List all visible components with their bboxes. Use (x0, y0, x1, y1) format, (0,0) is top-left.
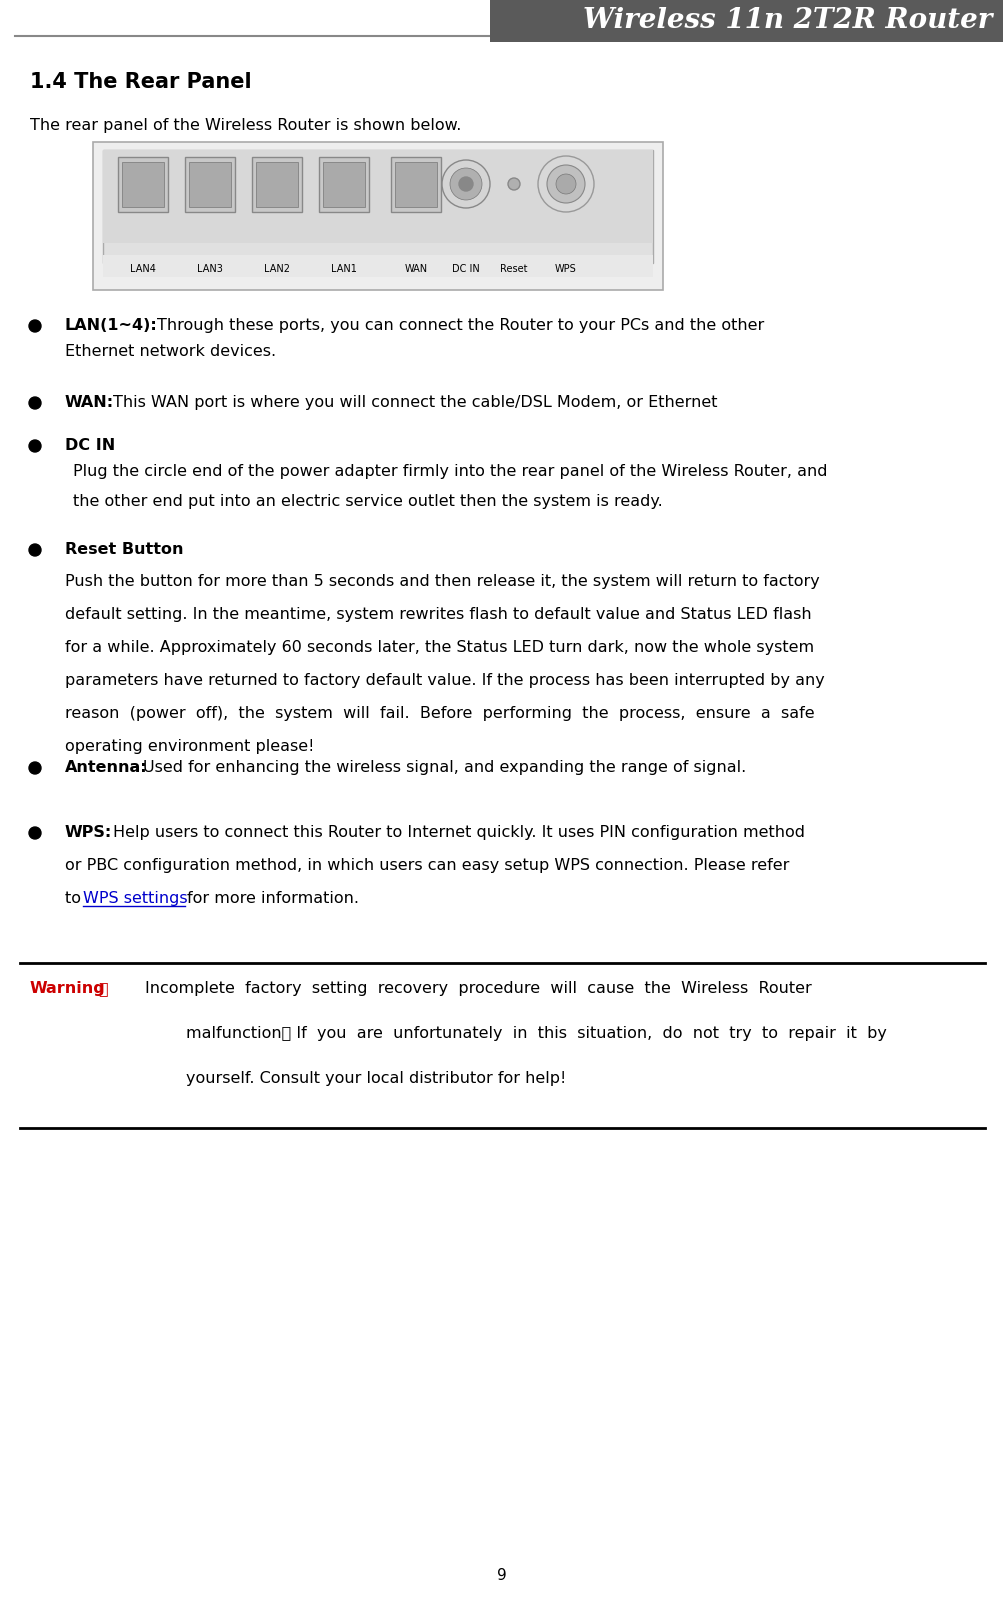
Text: operating environment please!: operating environment please! (65, 740, 314, 754)
Circle shape (29, 762, 41, 773)
Text: WAN: WAN (404, 264, 427, 274)
Circle shape (29, 440, 41, 451)
Text: ：: ： (98, 981, 107, 996)
Text: WPS: WPS (555, 264, 577, 274)
Circle shape (538, 155, 594, 211)
Circle shape (29, 544, 41, 556)
Text: Antenna:: Antenna: (65, 760, 147, 775)
Circle shape (547, 165, 585, 203)
Circle shape (29, 320, 41, 331)
Text: to: to (65, 892, 86, 906)
Circle shape (449, 168, 481, 200)
Text: 9: 9 (496, 1567, 507, 1583)
Text: default setting. In the meantime, system rewrites flash to default value and Sta: default setting. In the meantime, system… (65, 607, 810, 623)
Text: LAN3: LAN3 (197, 264, 223, 274)
Text: Through these ports, you can connect the Router to your PCs and the other: Through these ports, you can connect the… (156, 319, 763, 333)
Bar (118, 157, 168, 211)
Text: LAN4: LAN4 (130, 264, 155, 274)
Text: the other end put into an electric service outlet then the system is ready.: the other end put into an electric servi… (73, 495, 662, 509)
Text: Plug the circle end of the power adapter firmly into the rear panel of the Wirel: Plug the circle end of the power adapter… (73, 464, 826, 479)
Bar (323, 162, 365, 207)
Text: Reset Button: Reset Button (65, 543, 184, 557)
Text: for more information.: for more information. (187, 892, 359, 906)
Bar (489, 0, 1003, 42)
Circle shape (458, 178, 472, 191)
Text: WAN:: WAN: (65, 395, 114, 410)
Text: The rear panel of the Wireless Router is shown below.: The rear panel of the Wireless Router is… (30, 118, 461, 133)
Text: DC IN: DC IN (451, 264, 479, 274)
Bar (189, 162, 231, 207)
Text: LAN(1~4):: LAN(1~4): (65, 319, 157, 333)
Bar (122, 162, 163, 207)
Text: for a while. Approximately 60 seconds later, the Status LED turn dark, now the w: for a while. Approximately 60 seconds la… (65, 640, 813, 655)
Bar (103, 150, 652, 263)
Text: Wireless 11n 2T2R Router: Wireless 11n 2T2R Router (582, 6, 991, 34)
Text: WPS:: WPS: (65, 825, 112, 841)
Text: 1.4 The Rear Panel: 1.4 The Rear Panel (30, 72, 252, 91)
Text: Used for enhancing the wireless signal, and expanding the range of signal.: Used for enhancing the wireless signal, … (142, 760, 745, 775)
Text: LAN2: LAN2 (264, 264, 290, 274)
Bar (103, 150, 652, 243)
Bar (103, 255, 652, 277)
Text: malfunction！ If  you  are  unfortunately  in  this  situation,  do  not  try  to: malfunction！ If you are unfortunately in… (144, 1026, 886, 1041)
Text: LAN1: LAN1 (331, 264, 357, 274)
Text: Reset: Reset (499, 264, 528, 274)
Circle shape (441, 160, 489, 208)
Bar (394, 162, 436, 207)
Bar (252, 157, 302, 211)
Circle shape (29, 397, 41, 408)
Text: WPS settings: WPS settings (83, 892, 188, 906)
Bar (319, 157, 369, 211)
Bar (93, 142, 662, 290)
Bar (390, 157, 440, 211)
Text: DC IN: DC IN (65, 439, 115, 453)
Text: This WAN port is where you will connect the cable/DSL Modem, or Ethernet: This WAN port is where you will connect … (113, 395, 717, 410)
Text: yourself. Consult your local distributor for help!: yourself. Consult your local distributor… (144, 1071, 566, 1085)
Text: Push the button for more than 5 seconds and then release it, the system will ret: Push the button for more than 5 seconds … (65, 575, 818, 589)
Text: Incomplete  factory  setting  recovery  procedure  will  cause  the  Wireless  R: Incomplete factory setting recovery proc… (144, 981, 811, 996)
Text: Warning: Warning (30, 981, 105, 996)
Circle shape (508, 178, 520, 191)
Bar (256, 162, 298, 207)
Circle shape (29, 828, 41, 839)
Bar (185, 157, 235, 211)
Text: reason  (power  off),  the  system  will  fail.  Before  performing  the  proces: reason (power off), the system will fail… (65, 706, 813, 720)
Text: or PBC configuration method, in which users can easy setup WPS connection. Pleas: or PBC configuration method, in which us… (65, 858, 788, 873)
Circle shape (556, 175, 576, 194)
Text: parameters have returned to factory default value. If the process has been inter: parameters have returned to factory defa… (65, 672, 823, 688)
Text: Ethernet network devices.: Ethernet network devices. (65, 344, 276, 359)
Text: Help users to connect this Router to Internet quickly. It uses PIN configuration: Help users to connect this Router to Int… (113, 825, 804, 841)
